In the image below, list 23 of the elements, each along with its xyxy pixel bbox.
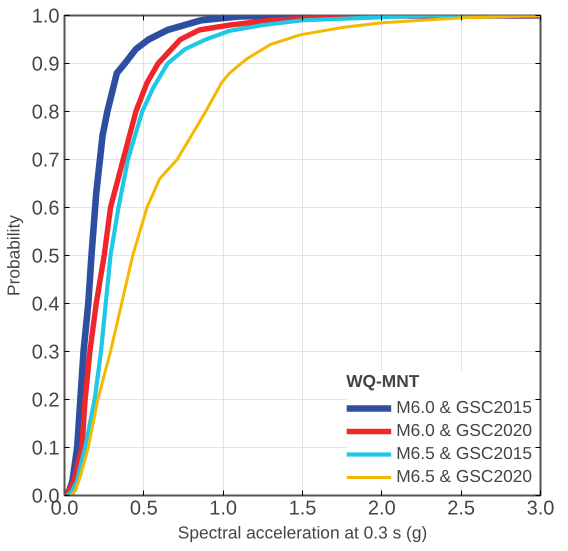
x-tick-label: 3.0 (526, 498, 554, 520)
legend-title: WQ-MNT (346, 371, 420, 392)
y-tick-label: 0.4 (32, 294, 60, 316)
y-tick-label: 0.2 (32, 390, 60, 412)
x-tick-label: 0.5 (130, 498, 158, 520)
x-axis-title: Spectral acceleration at 0.3 s (g) (178, 522, 428, 542)
y-tick-label: 0.7 (32, 150, 60, 172)
y-tick-label: 0.5 (32, 246, 60, 268)
x-tick-label: 1.0 (209, 498, 238, 520)
x-tick-label: 2.5 (447, 498, 476, 520)
x-tick-label: 2.0 (368, 498, 396, 520)
y-tick-label: 0.9 (32, 54, 60, 76)
legend-label: M6.5 & GSC2015 (396, 443, 532, 464)
y-tick-label: 0.6 (32, 198, 60, 220)
y-axis-title: Probability (4, 214, 24, 296)
y-tick-label: 0.1 (32, 438, 60, 460)
x-tick-label: 1.5 (288, 498, 316, 520)
y-tick-label: 0.3 (32, 342, 60, 364)
legend-label: M6.0 & GSC2015 (396, 397, 532, 418)
legend-label: M6.5 & GSC2020 (396, 466, 532, 487)
legend-label: M6.0 & GSC2020 (396, 420, 532, 441)
y-tick-label: 0.8 (32, 102, 60, 124)
y-tick-label: 1.0 (32, 6, 60, 28)
